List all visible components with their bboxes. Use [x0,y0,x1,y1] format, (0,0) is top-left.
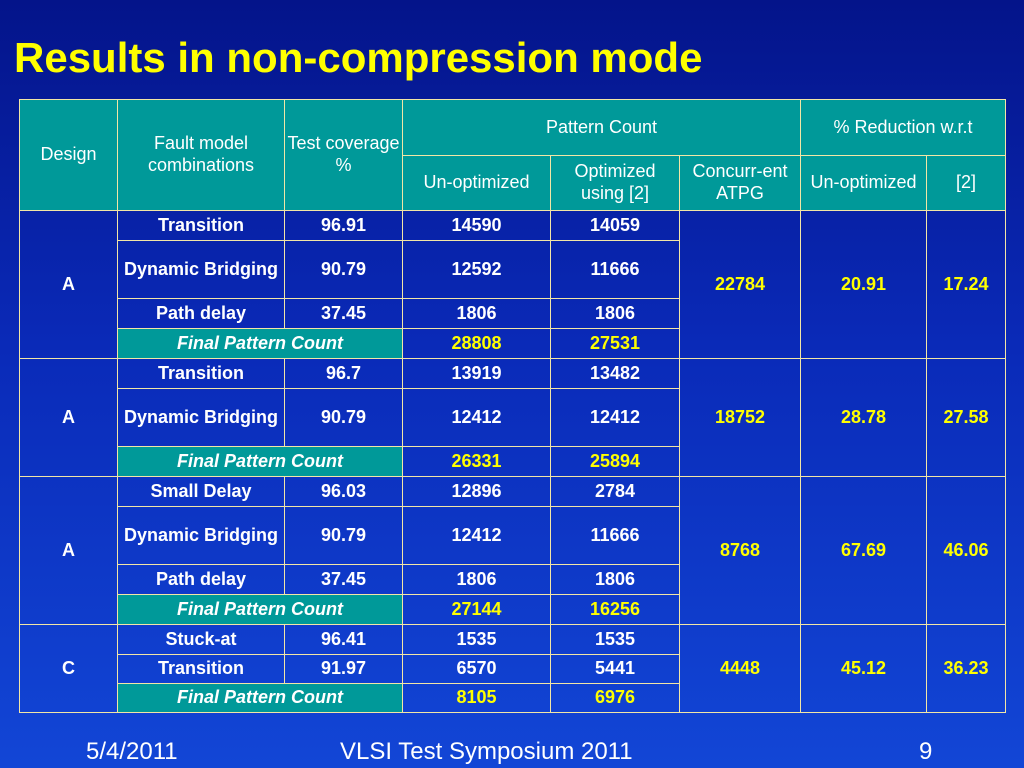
fault-model-cell: Path delay [117,564,285,595]
unoptimized-cell: 12592 [402,240,551,299]
header-concurrent: Concurr-ent ATPG [679,155,801,211]
final-pattern-count-label: Final Pattern Count [117,328,403,359]
final-optimized-cell: 16256 [550,594,680,625]
coverage-cell: 90.79 [284,506,403,565]
reduction-ref-cell: 27.58 [925,358,1007,477]
reduction-unoptimized-cell: 28.78 [800,358,927,477]
fault-model-cell: Stuck-at [117,624,285,655]
final-pattern-count-label: Final Pattern Count [117,446,403,477]
unoptimized-cell: 1535 [402,624,551,655]
header-test-coverage: Test coverage % [284,99,403,211]
reduction-ref-cell: 17.24 [925,210,1007,359]
footer-page-number: 9 [919,738,933,765]
unoptimized-cell: 12896 [402,476,551,507]
coverage-cell: 96.41 [284,624,403,655]
unoptimized-cell: 1806 [402,564,551,595]
optimized-cell: 2784 [550,476,680,507]
coverage-cell: 90.79 [284,388,403,447]
design-cell: C [19,624,118,713]
final-optimized-cell: 6976 [550,683,680,713]
optimized-cell: 12412 [550,388,680,447]
header-reduction: % Reduction w.r.t [799,99,1007,156]
coverage-cell: 37.45 [284,298,403,329]
unoptimized-cell: 14590 [402,210,551,241]
unoptimized-cell: 6570 [402,654,551,684]
final-pattern-count-label: Final Pattern Count [117,683,403,713]
footer-date: 5/4/2011 [86,738,178,765]
unoptimized-cell: 1806 [402,298,551,329]
coverage-cell: 90.79 [284,240,403,299]
coverage-cell: 96.03 [284,476,403,507]
optimized-cell: 11666 [550,506,680,565]
optimized-cell: 1535 [550,624,680,655]
final-unoptimized-cell: 8105 [402,683,551,713]
optimized-cell: 1806 [550,298,680,329]
coverage-cell: 96.7 [284,358,403,389]
optimized-cell: 13482 [550,358,680,389]
reduction-unoptimized-cell: 45.12 [800,624,927,713]
design-cell: A [19,476,118,625]
coverage-cell: 96.91 [284,210,403,241]
unoptimized-cell: 13919 [402,358,551,389]
optimized-cell: 5441 [550,654,680,684]
reduction-ref-cell: 36.23 [925,624,1007,713]
final-unoptimized-cell: 28808 [402,328,551,359]
header-design: Design [19,99,118,211]
unoptimized-cell: 12412 [402,388,551,447]
fault-model-cell: Small Delay [117,476,285,507]
final-optimized-cell: 27531 [550,328,680,359]
header-optimized: Optimized using [2] [550,155,680,211]
concurrent-cell: 4448 [679,624,801,713]
header-reduction-unoptimized: Un-optimized [800,155,927,211]
optimized-cell: 11666 [550,240,680,299]
header-pattern-count: Pattern Count [402,99,801,156]
header-fault-model: Fault model combinations [117,99,285,211]
fault-model-cell: Dynamic Bridging [117,388,285,447]
final-optimized-cell: 25894 [550,446,680,477]
reduction-unoptimized-cell: 67.69 [800,476,927,625]
final-unoptimized-cell: 26331 [402,446,551,477]
final-unoptimized-cell: 27144 [402,594,551,625]
optimized-cell: 14059 [550,210,680,241]
final-pattern-count-label: Final Pattern Count [117,594,403,625]
fault-model-cell: Dynamic Bridging [117,506,285,565]
coverage-cell: 91.97 [284,654,403,684]
fault-model-cell: Transition [117,654,285,684]
optimized-cell: 1806 [550,564,680,595]
design-cell: A [19,358,118,477]
reduction-ref-cell: 46.06 [925,476,1007,625]
unoptimized-cell: 12412 [402,506,551,565]
concurrent-cell: 8768 [679,476,801,625]
header-unoptimized: Un-optimized [402,155,551,211]
header-reduction-ref: [2] [925,155,1007,211]
slide-title: Results in non-compression mode [14,34,703,81]
concurrent-cell: 22784 [679,210,801,359]
fault-model-cell: Transition [117,210,285,241]
design-cell: A [19,210,118,359]
fault-model-cell: Path delay [117,298,285,329]
reduction-unoptimized-cell: 20.91 [800,210,927,359]
fault-model-cell: Transition [117,358,285,389]
coverage-cell: 37.45 [284,564,403,595]
results-table: Design Fault model combinations Test cov… [19,99,1007,713]
footer-event: VLSI Test Symposium 2011 [340,738,633,765]
fault-model-cell: Dynamic Bridging [117,240,285,299]
concurrent-cell: 18752 [679,358,801,477]
